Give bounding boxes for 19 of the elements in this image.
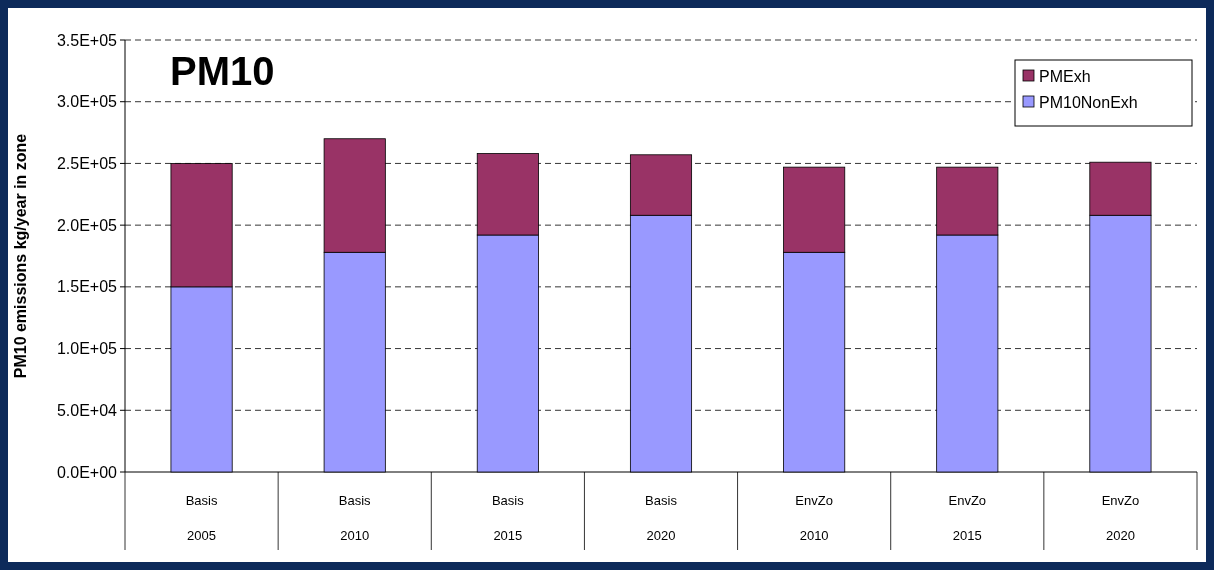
legend-label: PM10NonExh: [1039, 93, 1138, 111]
y-tick-label: 3.0E+05: [56, 93, 118, 111]
y-tick-label: 5.0E+04: [56, 401, 118, 419]
y-tick-label: 2.5E+05: [56, 155, 118, 173]
category-label: Basis 2010: [338, 493, 371, 543]
y-tick-label: 0.0E+00: [56, 463, 118, 481]
legend-label: PMExh: [1039, 67, 1091, 85]
y-axis-title: PM10 emissions kg/year in zone: [12, 133, 29, 379]
y-tick-label: 1.0E+05: [56, 340, 118, 358]
y-tick-label: 1.5E+05: [56, 278, 118, 296]
chart-title: PM10: [170, 49, 275, 93]
y-tick-label: 3.5E+05: [56, 31, 118, 49]
category-label: Basis 2020: [645, 493, 677, 543]
category-label: EnvZo 2015: [948, 493, 987, 543]
category-label: Basis 2005: [185, 493, 218, 543]
y-tick-label: 2.0E+05: [56, 216, 118, 234]
category-label: EnvZo 2020: [1101, 493, 1140, 543]
category-label: Basis 2015: [491, 493, 524, 543]
category-label: EnvZo 2010: [795, 493, 833, 543]
